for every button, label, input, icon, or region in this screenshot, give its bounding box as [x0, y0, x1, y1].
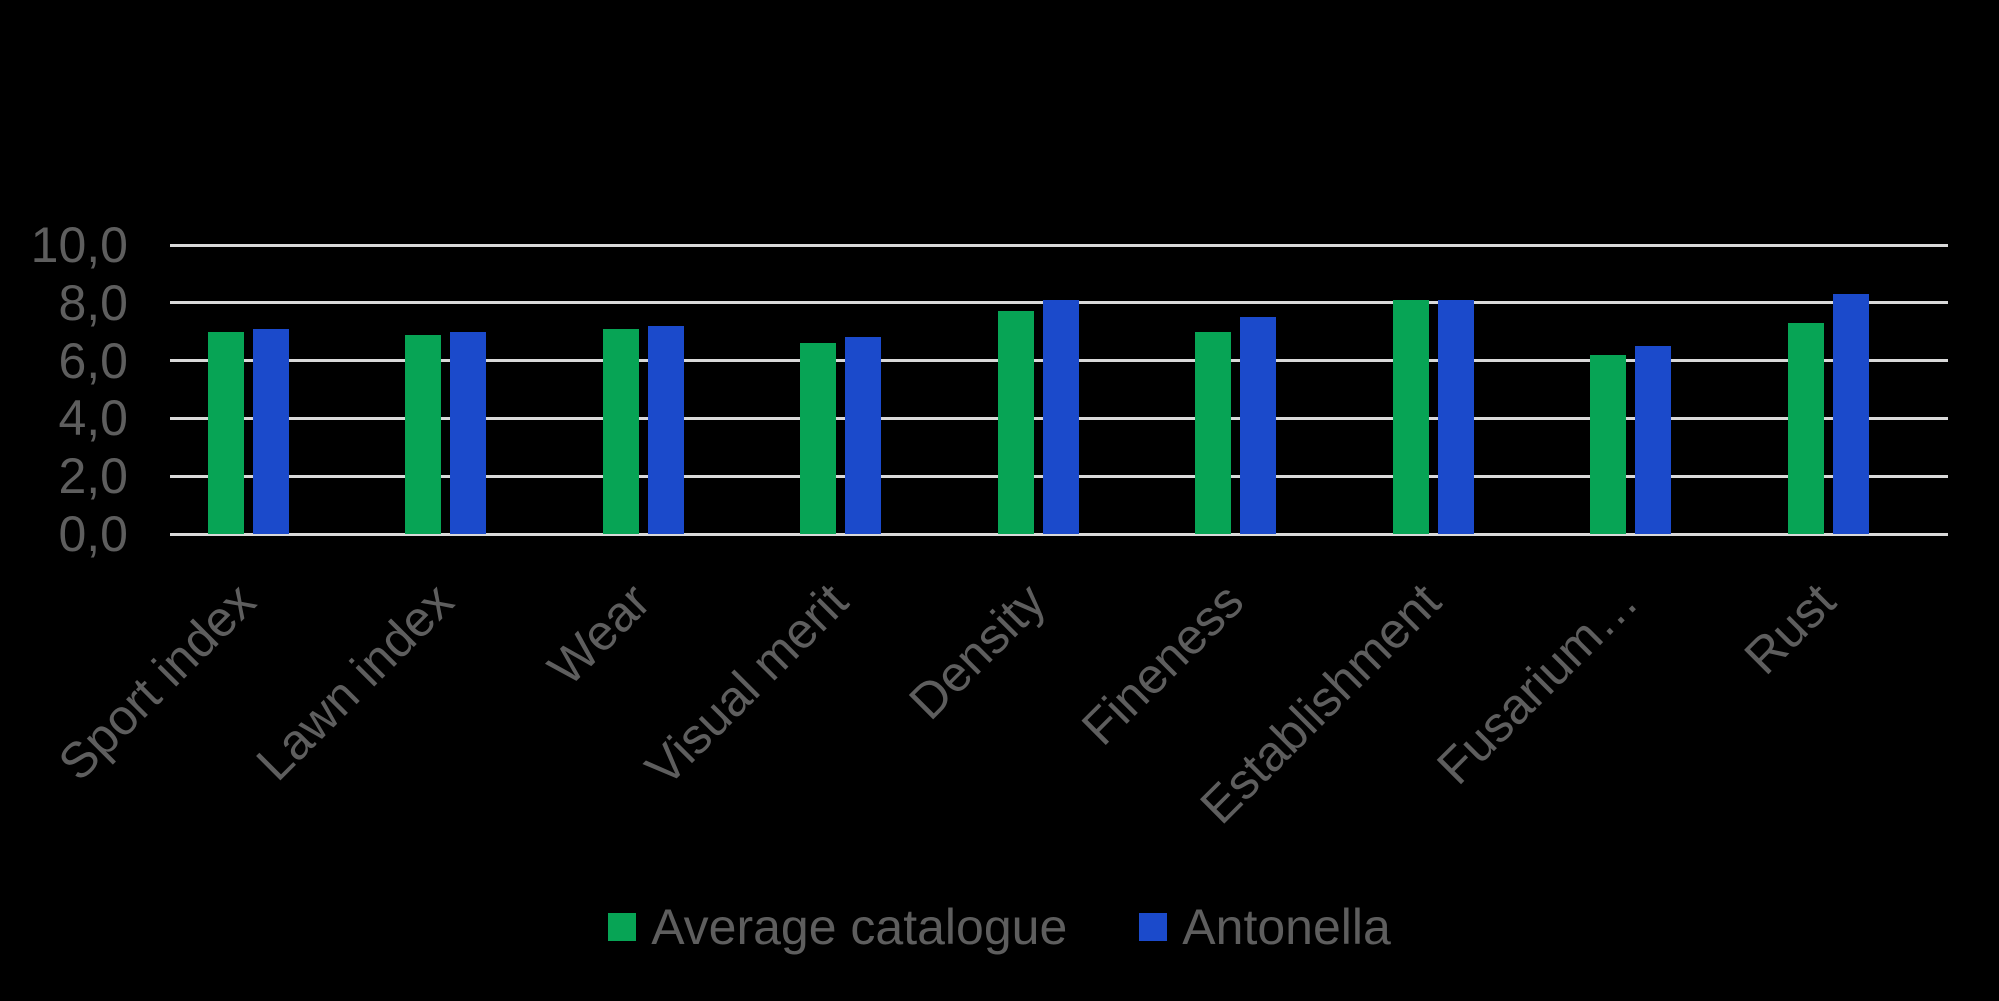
y-tick-label: 6,0: [58, 332, 128, 389]
bar-series1-6: [1195, 331, 1231, 534]
legend: Average catalogue Antonella: [0, 898, 1999, 956]
y-tick-label: 2,0: [58, 448, 128, 505]
bar-series1-8: [1590, 354, 1626, 534]
bar-series1-5: [997, 311, 1034, 534]
category-label: Visual merit: [635, 572, 859, 797]
y-tick-label: 4,0: [58, 390, 128, 447]
category-label: Density: [898, 572, 1057, 731]
bar-series2-3: [647, 325, 684, 534]
gridline-10,0: [170, 243, 1948, 247]
bar-series2-7: [1437, 299, 1474, 534]
legend-label: Antonella: [1182, 899, 1391, 955]
bar-series1-9: [1787, 323, 1824, 534]
y-tick-label: 10,0: [30, 217, 128, 273]
legend-swatch-icon: [1139, 913, 1168, 941]
bar-series2-9: [1832, 294, 1869, 534]
y-tick-label: 0,0: [58, 506, 128, 562]
bar-series1-7: [1392, 299, 1429, 534]
bar-series1-3: [602, 328, 639, 534]
category-label: Lawn index: [245, 572, 464, 792]
bar-series1-2: [405, 334, 441, 534]
bar-series2-2: [450, 331, 486, 534]
legend-item-series1: Average catalogue: [608, 898, 1067, 956]
legend-swatch-icon: [608, 913, 637, 941]
bar-series2-8: [1635, 346, 1671, 534]
bar-series2-4: [845, 337, 881, 534]
bar-series2-5: [1042, 299, 1079, 534]
category-label: Rust: [1733, 572, 1847, 685]
category-label: Wear: [537, 572, 662, 697]
legend-item-series2: Antonella: [1139, 898, 1391, 956]
category-label: Sport index: [47, 572, 267, 792]
bar-series1-1: [207, 331, 244, 534]
y-tick-label: 8,0: [58, 274, 128, 331]
bar-series1-4: [800, 343, 836, 534]
legend-label: Average catalogue: [651, 899, 1068, 955]
bar-series2-1: [252, 328, 289, 534]
gridline-0,0: [170, 532, 1948, 536]
category-label: Fusarium…: [1426, 572, 1649, 795]
category-label: Fineness: [1070, 572, 1254, 756]
bar-series2-6: [1240, 317, 1276, 534]
